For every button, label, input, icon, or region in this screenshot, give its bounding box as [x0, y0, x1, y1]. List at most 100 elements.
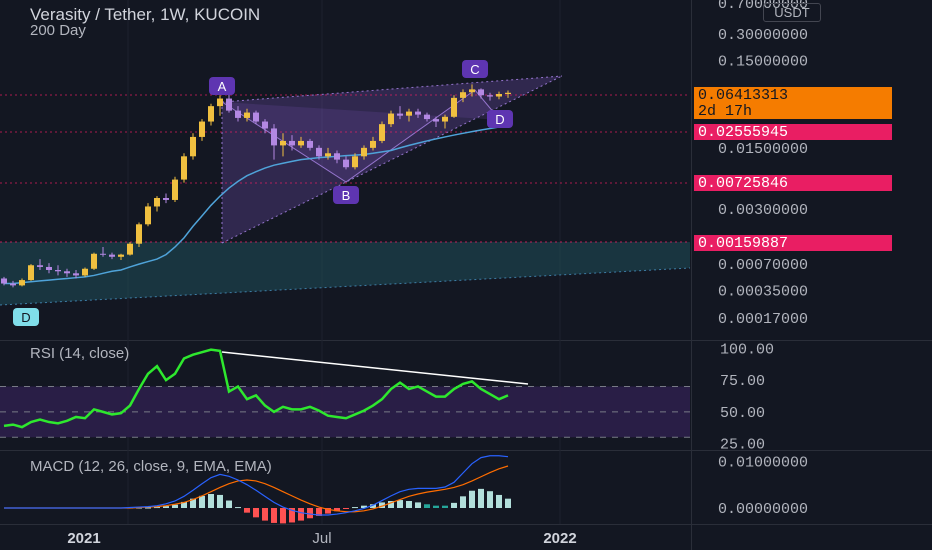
macd-histogram-bar — [424, 504, 430, 508]
candle-body — [460, 92, 466, 98]
macd-histogram-bar — [271, 508, 277, 523]
macd-histogram-bar — [442, 505, 448, 508]
candle-body — [172, 179, 178, 200]
candle-body — [487, 95, 493, 97]
macd-histogram-bar — [388, 501, 394, 508]
macd-histogram-bar — [298, 508, 304, 521]
macd-histogram-bar — [181, 501, 187, 508]
candle-body — [154, 198, 160, 207]
candle-body — [109, 254, 115, 257]
candle-body — [244, 112, 250, 118]
pattern-label-d: D — [495, 112, 504, 127]
macd-tick-label: 0.01000000 — [718, 454, 808, 471]
candle-body — [361, 147, 367, 157]
macd-histogram-bar — [478, 488, 484, 508]
pattern-label-a: A — [218, 79, 227, 94]
time-tick-label: 2021 — [67, 530, 100, 547]
candle-body — [253, 112, 259, 122]
candle-body — [298, 140, 304, 146]
level-badge-2: 0.00725846 — [694, 175, 892, 192]
macd-histogram-bar — [316, 508, 322, 516]
candle-body — [352, 156, 358, 168]
pattern-shape — [222, 90, 500, 182]
candle-body — [19, 280, 25, 286]
candle-body — [406, 111, 412, 116]
price-tick-label: 0.00070000 — [718, 257, 808, 274]
candle-body — [145, 206, 151, 225]
candle-body — [334, 153, 340, 160]
candle-body — [379, 124, 385, 141]
pattern-upper-line — [221, 75, 563, 103]
candle-body — [478, 89, 484, 96]
candle-body — [28, 265, 34, 281]
macd-histogram-bar — [244, 508, 250, 513]
candle-body — [181, 156, 187, 180]
candle-body — [271, 128, 277, 146]
macd-histogram-bar — [361, 505, 367, 508]
rsi-tick-label: 50.00 — [720, 405, 765, 422]
macd-line — [4, 455, 509, 516]
macd-histogram-bar — [199, 495, 205, 508]
pattern-label-a-bg — [209, 77, 235, 95]
macd-histogram-bar — [145, 507, 151, 509]
macd-histogram-bar — [235, 507, 241, 509]
rsi-tick-label: 25.00 — [720, 437, 765, 454]
rsi-title: RSI (14, close) — [30, 345, 130, 362]
candle-body — [55, 270, 61, 272]
macd-histogram-bar — [415, 502, 421, 508]
level-badge-3: 0.00159887 — [694, 235, 892, 252]
pattern-label-d-lower: D — [21, 310, 30, 325]
price-tick-label: 0.30000000 — [718, 27, 808, 44]
candle-body — [307, 140, 313, 148]
candle-body — [217, 98, 223, 107]
support-trendline — [0, 267, 691, 306]
level-badge-1: 0.02555945 — [694, 124, 892, 141]
price-tick-label: 0.01500000 — [718, 141, 808, 158]
currency-button[interactable]: USDT — [763, 3, 821, 22]
candle-body — [469, 89, 475, 93]
rsi-tick-label: 75.00 — [720, 373, 765, 390]
time-tick-label: Jul — [312, 530, 331, 547]
macd-histogram-bar — [190, 498, 196, 508]
macd-histogram-bar — [334, 508, 340, 512]
macd-tick-label: 0.00000000 — [718, 501, 808, 518]
candle-body — [424, 114, 430, 120]
candle-body — [370, 140, 376, 148]
pattern-triangle — [222, 76, 562, 243]
candle-body — [235, 110, 241, 118]
support-zone — [0, 242, 690, 305]
countdown-badge: 2d 17h — [694, 103, 892, 120]
chart-title: Verasity / Tether, 1W, KUCOIN — [30, 5, 261, 24]
candle-body — [397, 113, 403, 116]
pattern-lower-line — [221, 75, 563, 244]
pattern-label-d-lower-bg — [13, 308, 39, 326]
pattern-label-c: C — [470, 62, 479, 77]
macd-histogram-bar — [352, 507, 358, 509]
pattern-label-d-bg — [487, 110, 513, 128]
candle-body — [505, 92, 511, 94]
candle-body — [433, 119, 439, 122]
candle-body — [451, 97, 457, 117]
macd-histogram-bar — [226, 500, 232, 508]
candle-body — [208, 106, 214, 122]
rsi-line — [3, 348, 509, 429]
candle-body — [1, 278, 7, 284]
price-tick-label: 0.00035000 — [718, 283, 808, 300]
indicator-label: 200 Day — [30, 22, 86, 39]
rsi-tick-label: 100.00 — [720, 341, 774, 358]
pattern-label-c-bg — [462, 60, 488, 78]
macd-histogram-bar — [433, 505, 439, 508]
macd-histogram-bar — [262, 508, 268, 521]
candle-body — [316, 147, 322, 157]
macd-histogram-bar — [307, 508, 313, 519]
macd-histogram-bar — [505, 498, 511, 508]
macd-histogram-bar — [217, 494, 223, 508]
candle-body — [37, 265, 43, 267]
candle-body — [289, 140, 295, 146]
macd-histogram-bar — [253, 508, 259, 518]
macd-histogram-bar — [451, 502, 457, 508]
candle-body — [280, 140, 286, 146]
macd-histogram-bar — [460, 496, 466, 508]
macd-histogram-bar — [487, 491, 493, 508]
